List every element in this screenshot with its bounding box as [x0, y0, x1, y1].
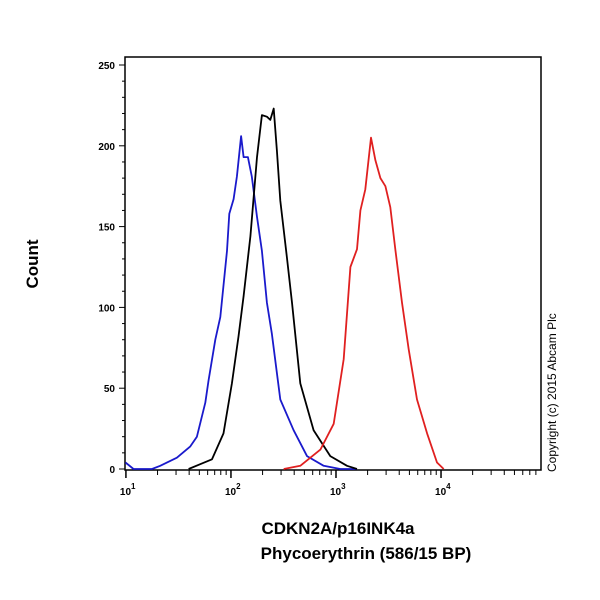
x-tick-base: 10 [435, 487, 447, 498]
histogram-series-0 [124, 135, 357, 470]
y-tick-label: 150 [98, 223, 115, 234]
series-group [124, 107, 445, 470]
copyright-annotation: Copyright (c) 2015 Abcam Plc [545, 313, 559, 472]
x-tick-label: 103 [330, 482, 346, 498]
x-tick-exponent: 2 [236, 482, 241, 491]
x-tick-base: 10 [225, 487, 237, 498]
x-axis-title-line2: Phycoerythrin (586/15 BP) [261, 544, 472, 563]
y-axis: 0 50 100 150 200 250 [98, 61, 125, 476]
x-tick-label: 101 [120, 482, 136, 498]
histogram-series-2 [283, 136, 445, 470]
y-tick-label: 100 [98, 303, 115, 314]
x-tick-exponent: 4 [446, 482, 451, 491]
x-tick-label: 102 [225, 482, 241, 498]
y-tick-label: 250 [98, 61, 115, 72]
x-tick-exponent: 3 [341, 482, 346, 491]
histogram-series-1 [188, 107, 358, 470]
x-tick-base: 10 [330, 487, 342, 498]
y-axis-title: Count [23, 239, 42, 288]
y-tick-label: 0 [109, 465, 115, 476]
x-axis-title-line1: CDKN2A/p16INK4a [261, 519, 415, 538]
plot-frame [124, 56, 542, 471]
x-tick-base: 10 [120, 487, 132, 498]
x-tick-label: 104 [435, 482, 451, 498]
x-tick-exponent: 1 [131, 482, 136, 491]
y-tick-label: 50 [104, 384, 116, 395]
y-tick-label: 200 [98, 142, 115, 153]
